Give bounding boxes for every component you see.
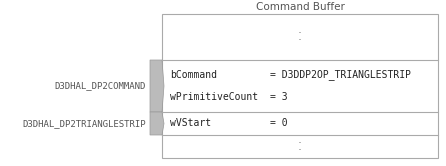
Text: = 0: = 0 [270,119,288,128]
Polygon shape [150,60,164,112]
Text: wPrimitiveCount: wPrimitiveCount [170,92,258,102]
Text: D3DHAL_DP2COMMAND: D3DHAL_DP2COMMAND [54,82,146,90]
Text: ·: · [298,35,302,47]
Text: bCommand: bCommand [170,70,217,80]
Text: ·: · [298,137,302,150]
Text: D3DHAL_DP2TRIANGLESTRIP: D3DHAL_DP2TRIANGLESTRIP [22,119,146,128]
Bar [162,14,438,158]
Text: ·: · [298,28,302,41]
Text: ·: · [298,144,302,157]
Text: = 3: = 3 [270,92,288,102]
Text: wVStart: wVStart [170,119,211,128]
Text: Command Buffer: Command Buffer [256,2,344,12]
Text: = D3DDP2OP_TRIANGLESTRIP: = D3DDP2OP_TRIANGLESTRIP [270,69,411,80]
Polygon shape [150,112,164,135]
